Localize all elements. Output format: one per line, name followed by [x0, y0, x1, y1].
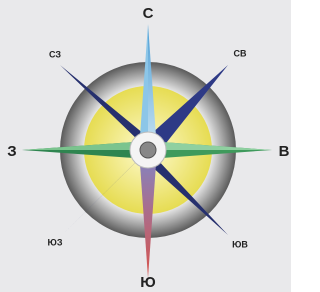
label-ne: СВ — [234, 48, 247, 58]
compass-rose: С СВ В ЮВ Ю ЮЗ З СЗ — [0, 0, 291, 292]
label-n: С — [143, 5, 154, 22]
label-nw: СЗ — [49, 49, 61, 59]
label-sw: ЮЗ — [48, 237, 63, 247]
label-e: В — [279, 143, 290, 160]
label-se: ЮВ — [232, 239, 248, 249]
hub-pin — [140, 142, 156, 158]
label-w: З — [7, 143, 16, 160]
label-s: Ю — [140, 274, 155, 291]
